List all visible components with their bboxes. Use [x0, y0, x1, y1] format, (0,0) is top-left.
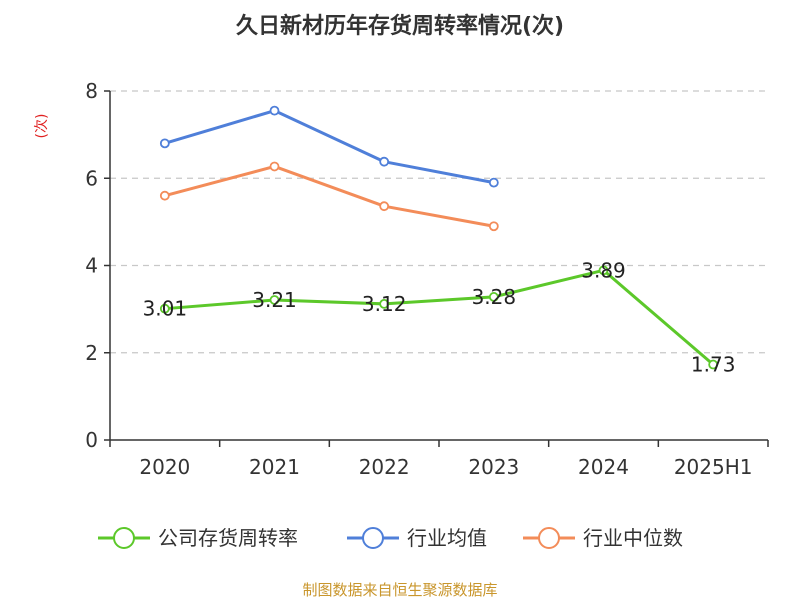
data-point[interactable]: [488, 221, 499, 232]
data-point[interactable]: [269, 105, 280, 116]
source-note: 制图数据来自恒生聚源数据库: [302, 581, 497, 599]
y-tick-label: 0: [85, 428, 98, 452]
data-point[interactable]: [598, 265, 609, 276]
y-tick-label: 2: [85, 341, 98, 365]
data-point[interactable]: [269, 161, 280, 172]
y-axis-ticks: 0 2 4 6 8: [85, 79, 110, 452]
legend-item[interactable]: 行业中位数: [523, 526, 683, 550]
legend-item[interactable]: 公司存货周转率: [98, 526, 298, 550]
series-line: [164, 164, 495, 228]
series-2: [159, 161, 499, 232]
series-0: 3.01 3.21 3.12 3.28 3.89 1.73: [143, 258, 736, 376]
data-label: 3.28: [472, 285, 517, 309]
x-tick-label: 2024: [578, 455, 629, 479]
data-label: 3.12: [362, 292, 407, 316]
data-point[interactable]: [708, 359, 719, 370]
y-tick-label: 4: [85, 254, 98, 278]
y-tick-label: 6: [85, 166, 98, 190]
legend-label: 公司存货周转率: [158, 526, 298, 550]
x-tick-label: 2025H1: [674, 455, 753, 479]
x-axis-ticks: 2020 2021 2022 2023 2024 2025H1: [109, 440, 769, 479]
chart-title: 久日新材历年存货周转率情况(次): [236, 13, 564, 39]
x-tick-label: 2023: [468, 455, 519, 479]
data-point[interactable]: [159, 138, 170, 149]
data-point[interactable]: [379, 156, 390, 167]
data-label: 3.01: [143, 297, 188, 321]
data-point[interactable]: [488, 177, 499, 188]
data-point[interactable]: [379, 298, 390, 309]
legend-marker-icon: [538, 527, 560, 549]
legend-label: 行业中位数: [583, 526, 683, 550]
data-label: 3.89: [581, 258, 626, 282]
legend-marker-icon: [113, 527, 135, 549]
data-point[interactable]: [379, 201, 390, 212]
legend-marker-icon: [362, 527, 384, 549]
y-tick-label: 8: [85, 79, 98, 103]
data-point[interactable]: [159, 303, 170, 314]
legend-item[interactable]: 行业均值: [347, 526, 487, 550]
legend-label: 行业均值: [407, 526, 487, 550]
axes: [109, 91, 768, 441]
y-axis-label: (次): [34, 114, 50, 139]
data-point[interactable]: [488, 292, 499, 302]
data-point[interactable]: [159, 190, 170, 201]
x-tick-label: 2020: [139, 455, 190, 479]
data-label: 3.21: [252, 288, 297, 312]
data-label: 1.73: [691, 353, 736, 377]
series-1: [159, 105, 499, 188]
series-group: 3.01 3.21 3.12 3.28 3.89 1.73: [143, 105, 736, 377]
data-point[interactable]: [269, 295, 280, 305]
x-tick-label: 2021: [249, 455, 300, 479]
legend[interactable]: 公司存货周转率 行业均值 行业中位数: [98, 526, 683, 550]
series-line: [164, 268, 715, 366]
series-line: [164, 109, 495, 185]
x-tick-label: 2022: [359, 455, 410, 479]
